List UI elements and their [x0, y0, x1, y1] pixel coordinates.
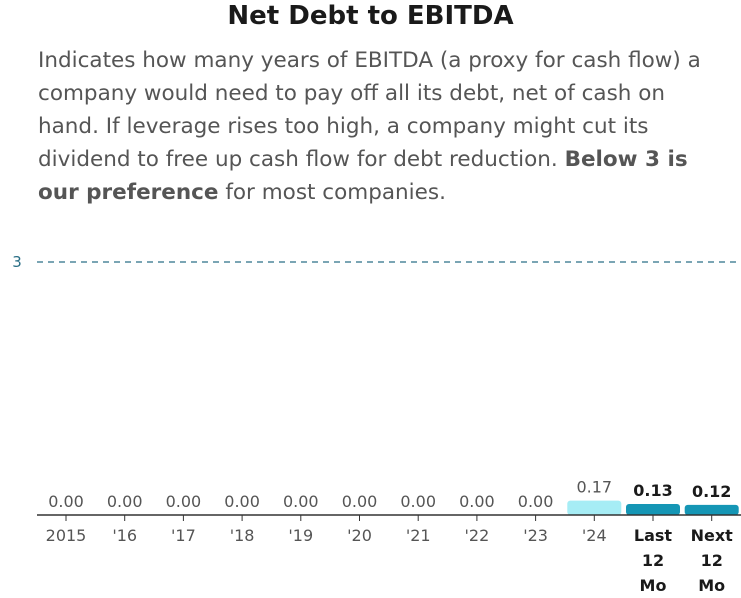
x-tick-label: 2015: [46, 526, 87, 545]
bar-value-label: 0.00: [342, 492, 378, 511]
chart-description: Indicates how many years of EBITDA (a pr…: [38, 44, 728, 209]
x-tick-label: '16: [112, 526, 137, 545]
bar-10: [626, 504, 680, 515]
x-tick-label: '23: [523, 526, 548, 545]
reference-line-label: 3: [12, 253, 22, 271]
x-tick-label: '22: [465, 526, 490, 545]
x-tick-label: '19: [288, 526, 313, 545]
x-tick-label: Mo: [640, 576, 667, 595]
bar-value-label: 0.00: [166, 492, 202, 511]
description-emphasis: Below 3 is our preference: [38, 147, 688, 205]
bar-value-label: 0.00: [459, 492, 495, 511]
x-tick-label: Last: [634, 526, 673, 545]
x-tick-label: '20: [347, 526, 372, 545]
x-tick-label: '17: [171, 526, 196, 545]
bar-value-label: 0.12: [692, 482, 731, 501]
bar-value-label: 0.13: [633, 481, 672, 500]
bar-value-label: 0.00: [400, 492, 436, 511]
x-tick-label: '18: [230, 526, 255, 545]
description-tail: for most companies.: [218, 180, 446, 205]
bar-value-label: 0.00: [283, 492, 319, 511]
x-tick-label: Next: [691, 526, 734, 545]
x-tick-label: Mo: [698, 576, 725, 595]
chart-title: Net Debt to EBITDA: [227, 1, 514, 31]
description-text: Indicates how many years of EBITDA (a pr…: [38, 48, 701, 172]
x-tick-label: 12: [701, 551, 723, 570]
bar-value-label: 0.00: [107, 492, 143, 511]
x-tick-label: '21: [406, 526, 431, 545]
bar-value-label: 0.00: [518, 492, 554, 511]
bar-value-label: 0.00: [48, 492, 84, 511]
bar-value-label: 0.00: [224, 492, 260, 511]
x-tick-label: '24: [582, 526, 607, 545]
bar-9: [567, 500, 622, 515]
bar-value-label: 0.17: [576, 478, 612, 497]
bar-11: [684, 504, 739, 515]
x-tick-label: 12: [642, 551, 664, 570]
